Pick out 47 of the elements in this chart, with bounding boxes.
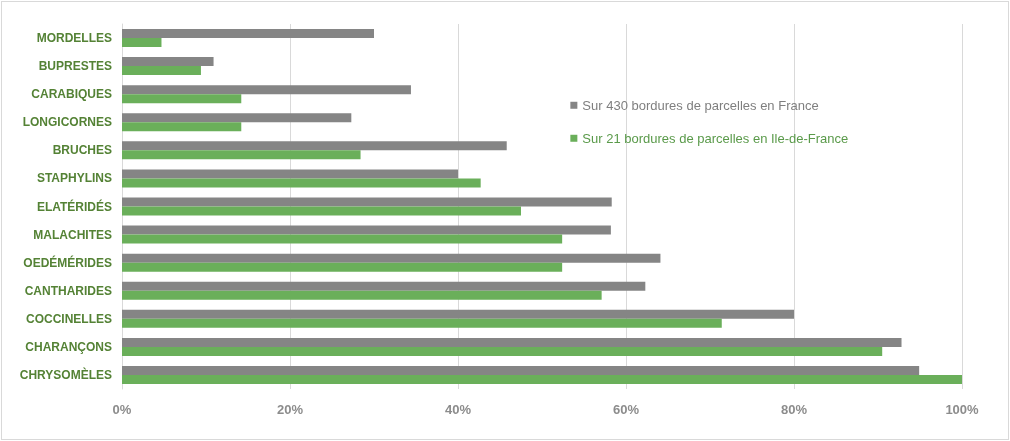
y-tick-label: STAPHYLINS <box>36 171 112 186</box>
y-tick-label: CHARANÇONS <box>25 339 112 354</box>
bar <box>122 234 563 244</box>
bar <box>122 57 214 67</box>
bar <box>122 85 411 95</box>
y-tick-label: COCCINELLES <box>25 311 112 326</box>
bar <box>122 253 661 263</box>
y-tick-label: CARABIQUES <box>31 87 112 102</box>
bar <box>122 318 722 328</box>
x-tick-label: 40% <box>444 402 472 417</box>
bar <box>122 38 162 48</box>
bar <box>122 94 242 104</box>
x-tick-label: 60% <box>612 402 640 417</box>
bar <box>122 262 563 272</box>
bar <box>122 113 352 123</box>
y-tick-label: MORDELLES <box>36 31 112 46</box>
bar <box>122 290 602 300</box>
legend-label: Sur 430 bordures de parcelles en France <box>582 97 819 113</box>
bar <box>122 206 521 216</box>
bar <box>122 122 242 132</box>
bar <box>122 337 902 347</box>
bar <box>122 66 201 76</box>
bar <box>122 169 458 179</box>
bar <box>122 365 920 375</box>
y-tick-label: OEDÉMÉRIDES <box>23 254 112 270</box>
y-tick-label: ELATÉRIDÉS <box>36 198 112 214</box>
y-tick-label: CHRYSOMÈLES <box>19 366 112 382</box>
x-tick-label: 0% <box>112 402 132 417</box>
bar <box>122 374 962 384</box>
bar <box>122 197 612 207</box>
y-tick-label: CANTHARIDES <box>24 283 112 298</box>
bar <box>122 309 794 319</box>
x-tick-label: 80% <box>780 402 808 417</box>
legend-label: Sur 21 bordures de parcelles en Ile-de-France <box>582 130 849 146</box>
y-tick-label: BUPRESTES <box>38 59 112 74</box>
y-tick-label: BRUCHES <box>52 143 112 158</box>
y-tick-label: MALACHITES <box>33 227 112 242</box>
bar <box>122 225 611 235</box>
x-tick-label: 20% <box>276 402 304 417</box>
x-tick-label: 100% <box>945 402 980 417</box>
bar <box>122 178 481 188</box>
bar <box>122 29 374 39</box>
bar <box>122 141 507 151</box>
bar <box>122 281 646 291</box>
y-tick-label: LONGICORNES <box>22 115 112 130</box>
bar <box>122 346 883 356</box>
bar <box>122 150 361 160</box>
